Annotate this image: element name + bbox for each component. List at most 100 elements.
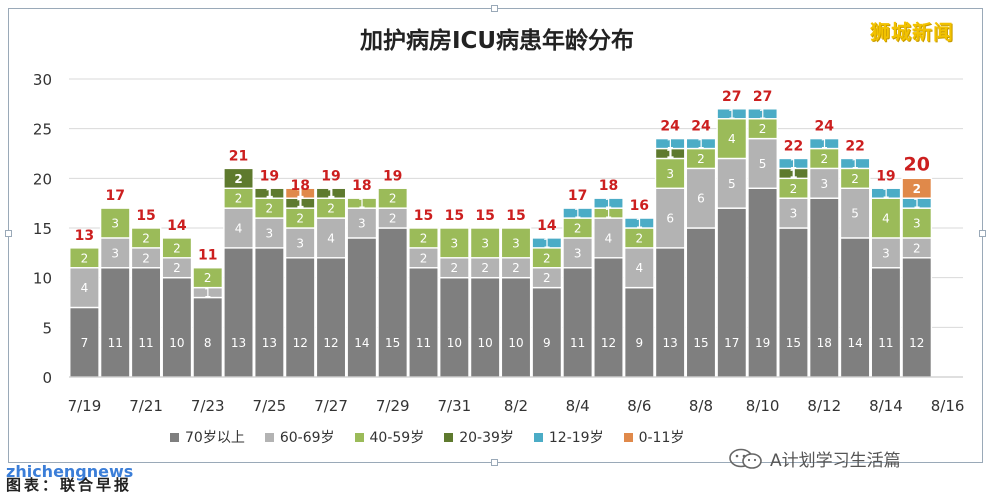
segment-value-label: 1: [790, 157, 798, 171]
segment-value-label: 2: [173, 241, 181, 255]
brand-logo: 狮城新闻: [870, 20, 954, 44]
segment-value-label: 4: [81, 281, 89, 295]
segment-value-label: 1: [543, 236, 551, 250]
bar-segment-40-59: [469, 227, 501, 259]
total-value-label: 22: [784, 138, 803, 154]
bar-segment-60-69: [223, 207, 254, 249]
segment-value-label: 3: [358, 217, 366, 231]
bar-segment-12-19: [808, 137, 840, 150]
total-value-label: 27: [722, 89, 741, 105]
x-tick-label: 8/4: [566, 397, 590, 415]
total-value-label: 24: [815, 119, 835, 135]
segment-value-label: 2: [851, 172, 859, 186]
segment-value-label: 1: [296, 197, 304, 211]
segment-value-label: 2: [81, 251, 89, 265]
segment-value-label: 2: [635, 231, 643, 245]
bar-segment-70plus: [747, 187, 778, 378]
source-credit: 图表：联合早报: [6, 476, 133, 494]
bar-segment-20-39: [315, 187, 347, 199]
resize-handle-left[interactable]: [5, 230, 12, 237]
segment-value-label: 2: [574, 222, 582, 236]
bar-segment-70plus: [284, 257, 316, 378]
x-tick-label: 7/19: [68, 397, 102, 415]
segment-value-label: 4: [635, 261, 643, 275]
segment-value-label: 1: [358, 197, 366, 211]
segment-value-label: 2: [142, 231, 150, 245]
legend-item-12-19: 12-19岁: [533, 427, 604, 447]
bar-segment-70plus: [99, 267, 131, 378]
segment-value-label: 4: [327, 231, 335, 245]
segment-value-label: 11: [138, 336, 153, 350]
bar-segment-12-19: [870, 187, 902, 199]
segment-value-label: 13: [231, 336, 246, 350]
bar-segment-70plus: [130, 267, 162, 378]
total-value-label: 15: [506, 208, 525, 224]
bar-segment-70plus: [839, 237, 871, 378]
segment-value-label: 14: [354, 336, 369, 350]
total-value-label: 15: [414, 208, 433, 224]
y-tick-label: 0: [42, 369, 52, 387]
legend-swatch: [444, 432, 454, 442]
segment-value-label: 9: [543, 336, 551, 350]
bar-segment-40-59: [377, 187, 409, 209]
segment-value-label: 2: [790, 182, 798, 196]
bar-segment-40-59: [654, 157, 686, 189]
bar-segment-70plus: [685, 227, 717, 378]
total-value-label: 18: [352, 178, 371, 194]
total-value-label: 19: [383, 168, 402, 184]
segment-value-label: 3: [266, 226, 274, 240]
segment-value-label: 1: [789, 167, 797, 181]
resize-handle-right[interactable]: [979, 230, 986, 237]
segment-value-label: 2: [235, 192, 243, 206]
bar-segment-12-19: [778, 157, 809, 170]
bar-segment-20-39: [254, 187, 285, 199]
x-tick-label: 7/29: [376, 397, 410, 415]
segment-value-label: 2: [697, 152, 705, 166]
segment-labels: 7421133112210228121342213321123211124211…: [81, 107, 925, 350]
legend-label: 20-39岁: [459, 430, 514, 446]
segment-value-label: 4: [605, 231, 613, 245]
segment-value-label: 6: [666, 212, 674, 226]
segment-value-label: 2: [913, 182, 921, 196]
bar-segment-70plus: [315, 257, 347, 378]
segment-value-label: 5: [851, 207, 859, 221]
bar-segment-12-19: [654, 137, 686, 150]
wechat-icon: [729, 448, 762, 469]
bar-segment-60-69: [716, 157, 748, 209]
y-tick-label: 15: [33, 220, 52, 238]
segment-value-label: 2: [296, 212, 304, 226]
bar-segment-60-69: [254, 217, 285, 249]
segment-value-label: 15: [786, 336, 801, 350]
bar-segment-70plus: [716, 207, 748, 378]
bar-segment-70plus: [901, 257, 933, 378]
site-watermark: zhichengnews: [6, 462, 134, 481]
segment-value-label: 7: [81, 336, 89, 350]
segment-value-label: 2: [327, 202, 335, 216]
bar-segment-20-39: [223, 167, 254, 189]
segment-value-label: 2: [543, 271, 551, 285]
bar-segment-12-19: [716, 108, 748, 120]
x-tick-label: 8/8: [689, 397, 713, 415]
total-value-label: 18: [599, 178, 618, 194]
total-value-label: 15: [136, 208, 155, 224]
segment-value-label: 10: [169, 336, 184, 350]
bar-segment-40-59: [161, 237, 193, 259]
segment-value-label: 10: [478, 336, 493, 350]
segment-value-label: 2: [451, 261, 459, 275]
total-value-label: 15: [475, 208, 494, 224]
resize-handle-top[interactable]: [491, 5, 498, 12]
legend-item-60-69: 60-69岁: [264, 427, 335, 447]
total-value-label: 21: [229, 148, 248, 164]
segment-value-label: 1: [635, 217, 643, 231]
bar-segment-60-69: [839, 187, 871, 239]
legend-swatch: [623, 432, 633, 442]
resize-handle-bottom[interactable]: [491, 459, 498, 466]
segment-value-label: 1: [296, 187, 304, 201]
legend-label: 60-69岁: [279, 430, 335, 446]
legend-label: 12-19岁: [548, 430, 604, 446]
segment-value-label: 13: [662, 336, 677, 350]
bar-segment-70plus: [408, 267, 439, 378]
